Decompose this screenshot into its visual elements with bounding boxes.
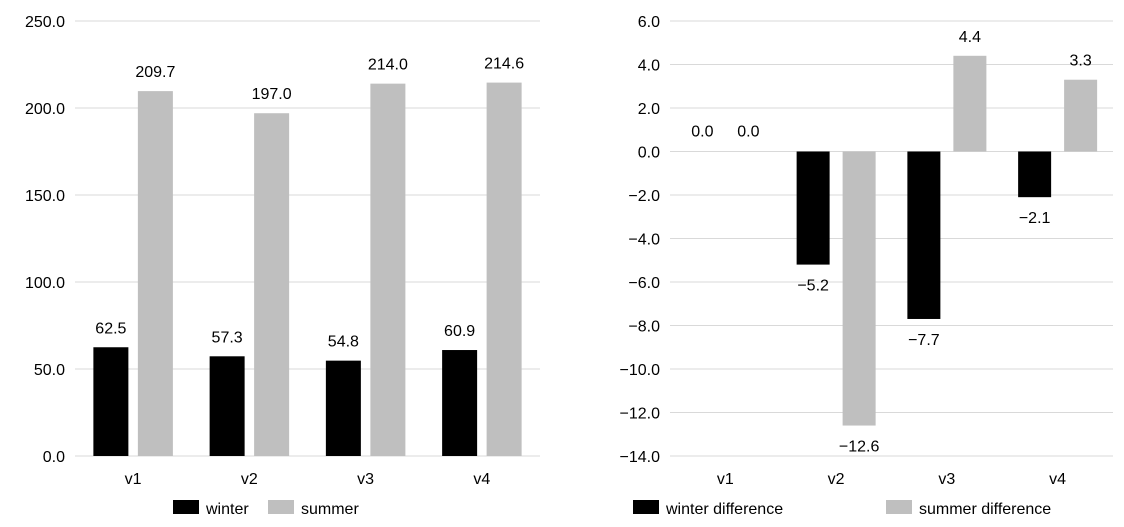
data-label: 60.9 [444,323,475,340]
data-label: 0.0 [691,124,713,141]
x-tick-label: v1 [125,471,142,488]
data-label: 62.5 [95,320,126,337]
bar [370,83,406,456]
data-label: 57.3 [212,329,243,346]
chart-panel-2: −14.0 −12.0 −10.0 −8.0 −6.0 −4.0 −2.0 0.0 2.0 4.0… [620,14,1113,518]
bar [209,356,245,456]
legend-swatch [633,500,659,514]
data-label: −5.2 [797,278,829,295]
x-tick-label: v3 [357,471,374,488]
legend-swatch [173,500,199,514]
bar [953,55,987,152]
x-tick-label: v4 [473,471,490,488]
x-tick-label: v2 [241,471,258,488]
legend-label: summer difference [919,501,1051,518]
y-tick-label: −8.0 [628,319,660,336]
data-label: 3.3 [1070,53,1092,70]
y-tick-label: 0.0 [43,449,65,466]
x-tick-label: v3 [938,471,955,488]
bar [796,151,830,265]
bar [486,82,522,456]
bar [842,151,876,426]
x-tick-label: v2 [828,471,845,488]
y-tick-label: 0.0 [638,145,660,162]
bar [1018,151,1052,198]
data-label: −7.7 [908,332,940,349]
y-tick-label: −14.0 [620,449,661,466]
data-label: 197.0 [252,86,292,103]
y-tick-label: 250.0 [25,14,65,31]
data-label: 209.7 [135,64,175,81]
bar [442,350,478,456]
chart-panel-1: 0.0 50.0 100.0 150.0 200.0 250.0 62.5 209.7 v1 57… [25,14,540,518]
data-label: −12.6 [839,439,880,456]
data-label: 4.4 [959,29,981,46]
x-tick-label: v1 [717,471,734,488]
y-tick-label: 4.0 [638,58,660,75]
y-tick-label: 6.0 [638,14,660,31]
legend-swatch [886,500,912,514]
bar [1064,79,1098,152]
y-tick-label: 2.0 [638,101,660,118]
y-tick-label: −2.0 [628,188,660,205]
y-tick-label: −6.0 [628,275,660,292]
legend-label: winter [205,501,249,518]
x-tick-label: v4 [1049,471,1066,488]
legend-swatch [268,500,294,514]
y-tick-label: −10.0 [620,362,661,379]
bar [254,113,290,456]
data-label: 0.0 [737,124,759,141]
legend-label: winter difference [665,501,783,518]
y-tick-label: 150.0 [25,188,65,205]
y-tick-label: 100.0 [25,275,65,292]
bar [907,151,941,319]
data-label: 214.0 [368,57,408,74]
y-tick-label: −12.0 [620,406,661,423]
data-label: 54.8 [328,334,359,351]
legend-label: summer [301,501,359,518]
y-tick-label: 50.0 [34,362,65,379]
bar [137,91,173,456]
bar [325,360,361,456]
data-label: −2.1 [1019,210,1051,227]
y-tick-label: 200.0 [25,101,65,118]
y-tick-label: −4.0 [628,232,660,249]
bar [93,347,129,456]
data-label: 214.6 [484,56,524,73]
